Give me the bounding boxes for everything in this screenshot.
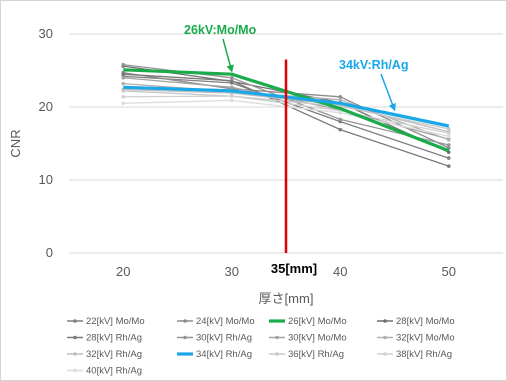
legend-item: 26[kV] Mo/Mo <box>269 316 347 327</box>
legend-label: 28[kV] Rh/Ag <box>86 333 142 344</box>
legend-label: 22[kV] Mo/Mo <box>86 316 145 327</box>
data-point <box>338 127 343 132</box>
legend-label: 40[kV] Rh/Ag <box>86 366 142 377</box>
legend-item: 32[kV] Rh/Ag <box>67 349 142 360</box>
data-point <box>121 72 126 76</box>
data-point <box>121 94 126 99</box>
data-point <box>446 138 451 142</box>
legend: 22[kV] Mo/Mo 24[kV] Mo/Mo 26[kV] Mo/Mo 28[k… <box>67 316 455 377</box>
legend-item: 22[kV] Mo/Mo <box>67 316 145 327</box>
legend-marker <box>383 335 387 340</box>
data-point <box>338 97 343 102</box>
legend-marker <box>183 335 187 340</box>
data-point <box>121 81 126 86</box>
legend-label: 30[kV] Mo/Mo <box>288 333 347 344</box>
legend-item: 24[kV] Mo/Mo <box>177 316 255 327</box>
y-tick-label: 0 <box>46 245 53 260</box>
x-tick-label: 50 <box>442 264 456 279</box>
legend-marker <box>275 335 279 340</box>
legend-item: 28[kV] Mo/Mo <box>377 316 455 327</box>
legend-item: 36[kV] Rh/Ag <box>269 349 344 360</box>
data-point <box>229 78 234 83</box>
legend-marker <box>383 352 387 356</box>
legend-label: 30[kV] Rh/Ag <box>196 333 252 344</box>
data-point <box>338 111 343 115</box>
data-point <box>338 117 343 122</box>
data-point <box>121 101 126 106</box>
data-point <box>446 143 451 147</box>
data-point <box>446 156 451 160</box>
legend-label: 36[kV] Rh/Ag <box>288 349 344 360</box>
legend-label: 34[kV] Rh/Ag <box>196 349 252 360</box>
data-point <box>446 134 451 138</box>
legend-label: 32[kV] Mo/Mo <box>396 333 455 344</box>
data-point <box>121 89 126 93</box>
legend-marker <box>183 319 187 323</box>
data-point <box>446 127 451 131</box>
annotation-arrow-1 <box>380 73 396 112</box>
data-point <box>121 62 126 67</box>
x-tick-label: 20 <box>116 264 130 279</box>
legend-marker <box>275 352 279 356</box>
data-point <box>446 131 451 136</box>
annotation-arrow-0 <box>222 38 234 73</box>
legend-label: 24[kV] Mo/Mo <box>196 316 255 327</box>
legend-item: 38[kV] Rh/Ag <box>377 349 452 360</box>
data-point <box>229 94 234 98</box>
legend-marker <box>73 352 77 356</box>
y-tick-label: 30 <box>39 26 53 41</box>
data-point <box>229 98 234 103</box>
legend-marker <box>73 319 77 323</box>
legend-item: 32[kV] Mo/Mo <box>377 333 455 344</box>
x-tick-label: 30 <box>225 264 239 279</box>
y-axis-label: CNR <box>8 129 23 157</box>
legend-marker <box>73 368 77 373</box>
legend-item: 34[kV] Rh/Ag <box>177 349 252 360</box>
annotation-label-1: 34kV:Rh/Ag <box>339 58 408 72</box>
data-point <box>121 76 126 80</box>
legend-item: 28[kV] Rh/Ag <box>67 333 142 344</box>
data-point <box>229 85 234 90</box>
y-tick-label: 10 <box>39 172 53 187</box>
legend-label: 38[kV] Rh/Ag <box>396 349 452 360</box>
y-tick-label: 20 <box>39 99 53 114</box>
legend-marker <box>383 319 387 323</box>
x-tick-label: 40 <box>333 264 347 279</box>
x-axis-label: 厚さ[mm] <box>259 291 314 306</box>
legend-label: 32[kV] Rh/Ag <box>86 349 142 360</box>
legend-item: 40[kV] Rh/Ag <box>67 366 142 377</box>
data-point <box>229 76 234 80</box>
legend-item: 30[kV] Rh/Ag <box>177 333 252 344</box>
legend-marker <box>73 335 77 340</box>
legend-label: 26[kV] Mo/Mo <box>288 316 347 327</box>
annotation-label-0: 26kV:Mo/Mo <box>184 23 257 37</box>
legend-item: 30[kV] Mo/Mo <box>269 333 347 344</box>
data-point <box>446 164 451 168</box>
legend-label: 28[kV] Mo/Mo <box>396 316 455 327</box>
marker-label: 35[mm] <box>271 261 317 276</box>
data-point <box>338 94 343 99</box>
